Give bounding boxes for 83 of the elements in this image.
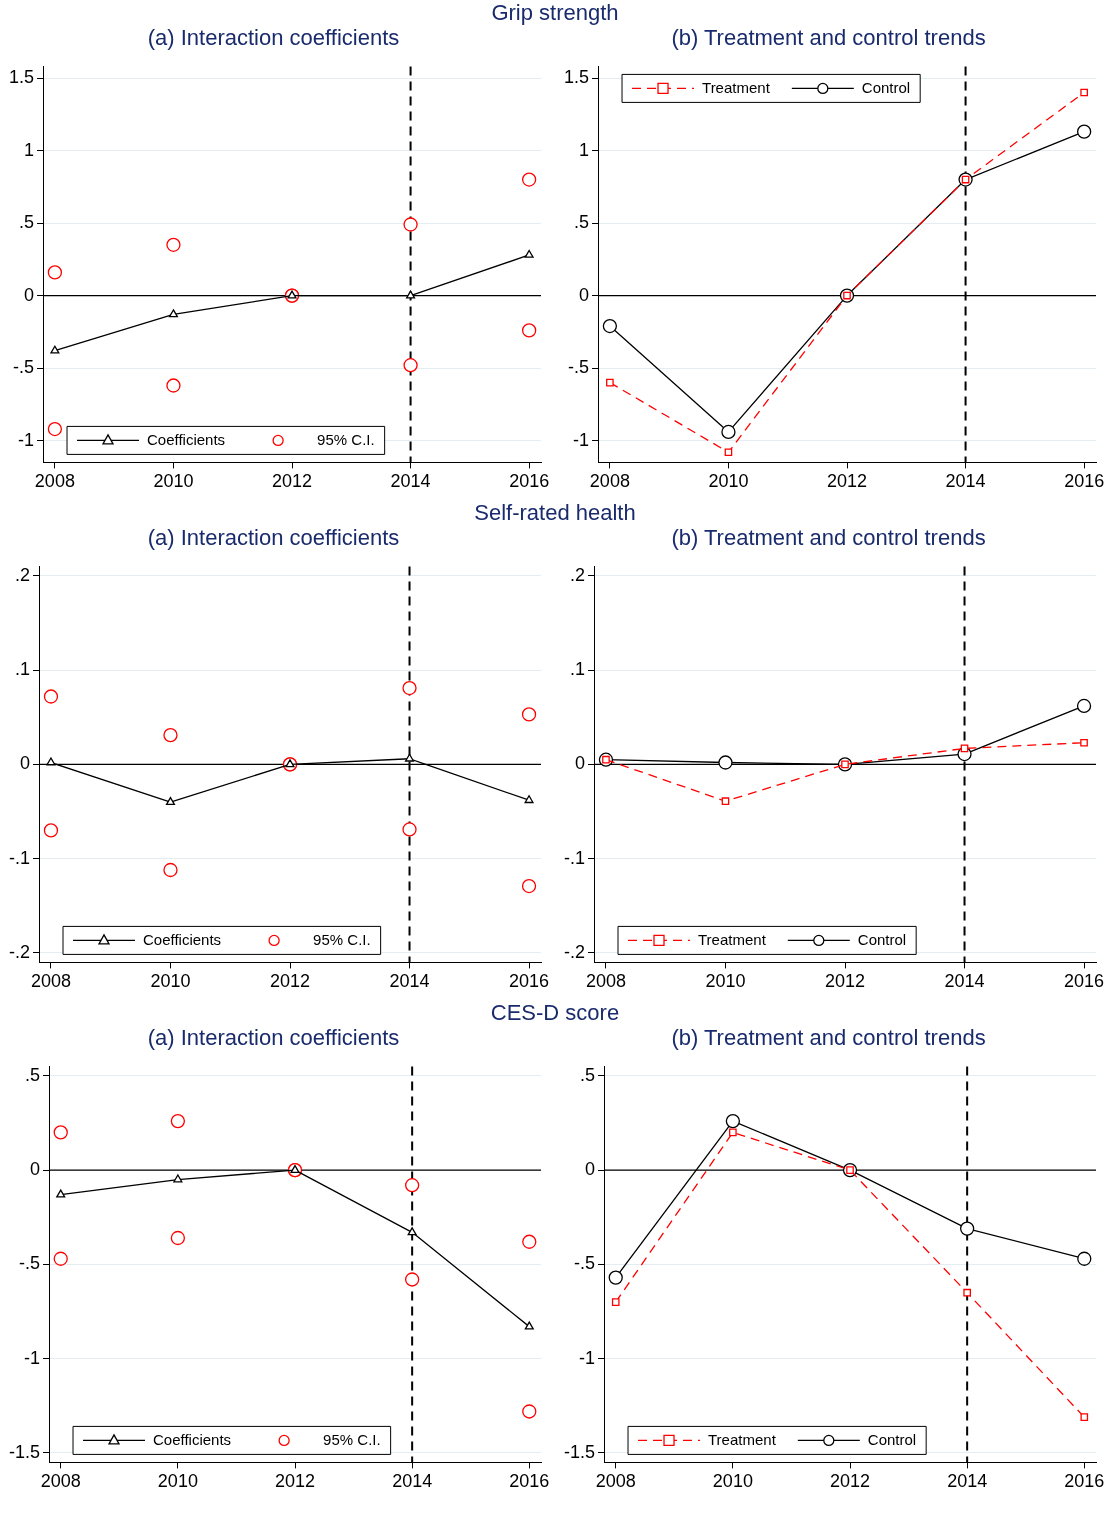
y-tick-label: .1 bbox=[569, 659, 586, 680]
y-tick-label: 0 bbox=[19, 753, 31, 774]
x-tick-label: 2008 bbox=[40, 1471, 81, 1492]
x-tick-label: 2008 bbox=[589, 471, 630, 492]
legend-label: Treatment bbox=[698, 930, 767, 948]
y-tick-label: .1 bbox=[14, 659, 31, 680]
chart-subtitle: (a) Interaction coefficients bbox=[147, 525, 400, 551]
legend-label: Treatment bbox=[702, 78, 771, 96]
chart-subtitle: (b) Treatment and control trends bbox=[671, 525, 986, 551]
y-tick-label: -.5 bbox=[568, 357, 590, 378]
x-tick-label: 2010 bbox=[157, 1471, 198, 1492]
y-tick-label: -1 bbox=[573, 429, 590, 450]
chart-title: Self-rated health bbox=[473, 500, 637, 526]
x-tick-label: 2010 bbox=[150, 971, 191, 992]
legend-label: 95% C.I. bbox=[323, 1430, 381, 1448]
chart-title: CES-D score bbox=[489, 1000, 621, 1026]
chart-subtitle: (a) Interaction coefficients bbox=[147, 1025, 400, 1051]
x-tick-label: 2016 bbox=[1064, 971, 1105, 992]
x-tick-label: 2012 bbox=[824, 971, 866, 992]
x-tick-label: 2016 bbox=[1064, 1471, 1105, 1492]
y-tick-label: 0 bbox=[574, 753, 586, 774]
x-tick-label: 2008 bbox=[34, 471, 75, 492]
x-tick-label: 2014 bbox=[390, 471, 431, 492]
chart-subtitle: (a) Interaction coefficients bbox=[147, 25, 400, 51]
legend-label: Control bbox=[857, 930, 907, 948]
x-tick-label: 2010 bbox=[705, 971, 746, 992]
x-tick-label: 2008 bbox=[585, 971, 626, 992]
y-tick-label: -.2 bbox=[8, 941, 31, 962]
x-tick-label: 2014 bbox=[389, 971, 430, 992]
x-tick-label: 2012 bbox=[271, 471, 313, 492]
legend-label: 95% C.I. bbox=[317, 430, 375, 448]
legend-label: Coefficients bbox=[153, 1430, 232, 1448]
y-tick-label: -1 bbox=[24, 1347, 41, 1368]
x-tick-label: 2008 bbox=[30, 971, 71, 992]
y-tick-label: -.5 bbox=[19, 1253, 41, 1274]
x-tick-label: 2014 bbox=[944, 971, 985, 992]
y-tick-label: .2 bbox=[569, 564, 586, 585]
x-tick-label: 2010 bbox=[708, 471, 749, 492]
legend-label: Coefficients bbox=[147, 430, 226, 448]
y-tick-label: 1 bbox=[24, 139, 35, 160]
y-tick-label: 1.5 bbox=[563, 66, 590, 87]
x-tick-label: 2010 bbox=[712, 1471, 753, 1492]
y-tick-label: .5 bbox=[25, 1064, 41, 1085]
x-tick-label: 2014 bbox=[945, 471, 986, 492]
legend-label: 95% C.I. bbox=[313, 930, 371, 948]
y-tick-label: 1.5 bbox=[8, 66, 35, 87]
x-tick-label: 2012 bbox=[274, 1471, 316, 1492]
x-tick-label: 2012 bbox=[269, 971, 311, 992]
y-tick-label: -.2 bbox=[563, 941, 586, 962]
x-tick-label: 2016 bbox=[509, 471, 550, 492]
x-tick-label: 2016 bbox=[1064, 471, 1105, 492]
x-tick-label: 2008 bbox=[595, 1471, 636, 1492]
y-tick-label: .5 bbox=[574, 212, 590, 233]
y-tick-label: -1 bbox=[18, 429, 35, 450]
x-tick-label: 2016 bbox=[509, 971, 550, 992]
y-tick-label: -.1 bbox=[563, 847, 586, 868]
legend-label: Control bbox=[867, 1430, 917, 1448]
y-tick-label: -1.5 bbox=[563, 1441, 596, 1462]
legend-label: Treatment bbox=[708, 1430, 777, 1448]
legend-label: Coefficients bbox=[143, 930, 222, 948]
y-tick-label: -.5 bbox=[13, 357, 35, 378]
x-tick-label: 2016 bbox=[509, 1471, 550, 1492]
y-tick-label: 0 bbox=[30, 1159, 41, 1180]
chart-title: Grip strength bbox=[490, 0, 620, 26]
chart-subtitle: (b) Treatment and control trends bbox=[671, 25, 986, 51]
y-tick-label: 0 bbox=[579, 284, 590, 305]
chart-subtitle: (b) Treatment and control trends bbox=[671, 1025, 986, 1051]
y-tick-label: -1 bbox=[579, 1347, 596, 1368]
y-tick-label: 0 bbox=[24, 284, 35, 305]
y-tick-label: 0 bbox=[585, 1159, 596, 1180]
x-tick-label: 2012 bbox=[826, 471, 868, 492]
y-tick-label: -.1 bbox=[8, 847, 31, 868]
y-tick-label: -.5 bbox=[574, 1253, 596, 1274]
y-tick-label: .5 bbox=[19, 212, 35, 233]
x-tick-label: 2010 bbox=[153, 471, 194, 492]
y-tick-label: 1 bbox=[579, 139, 590, 160]
y-tick-label: .5 bbox=[580, 1064, 596, 1085]
x-tick-label: 2014 bbox=[947, 1471, 988, 1492]
legend-label: Control bbox=[861, 78, 911, 96]
x-tick-label: 2012 bbox=[829, 1471, 871, 1492]
y-tick-label: .2 bbox=[14, 564, 31, 585]
y-tick-label: -1.5 bbox=[8, 1441, 41, 1462]
x-tick-label: 2014 bbox=[392, 1471, 433, 1492]
